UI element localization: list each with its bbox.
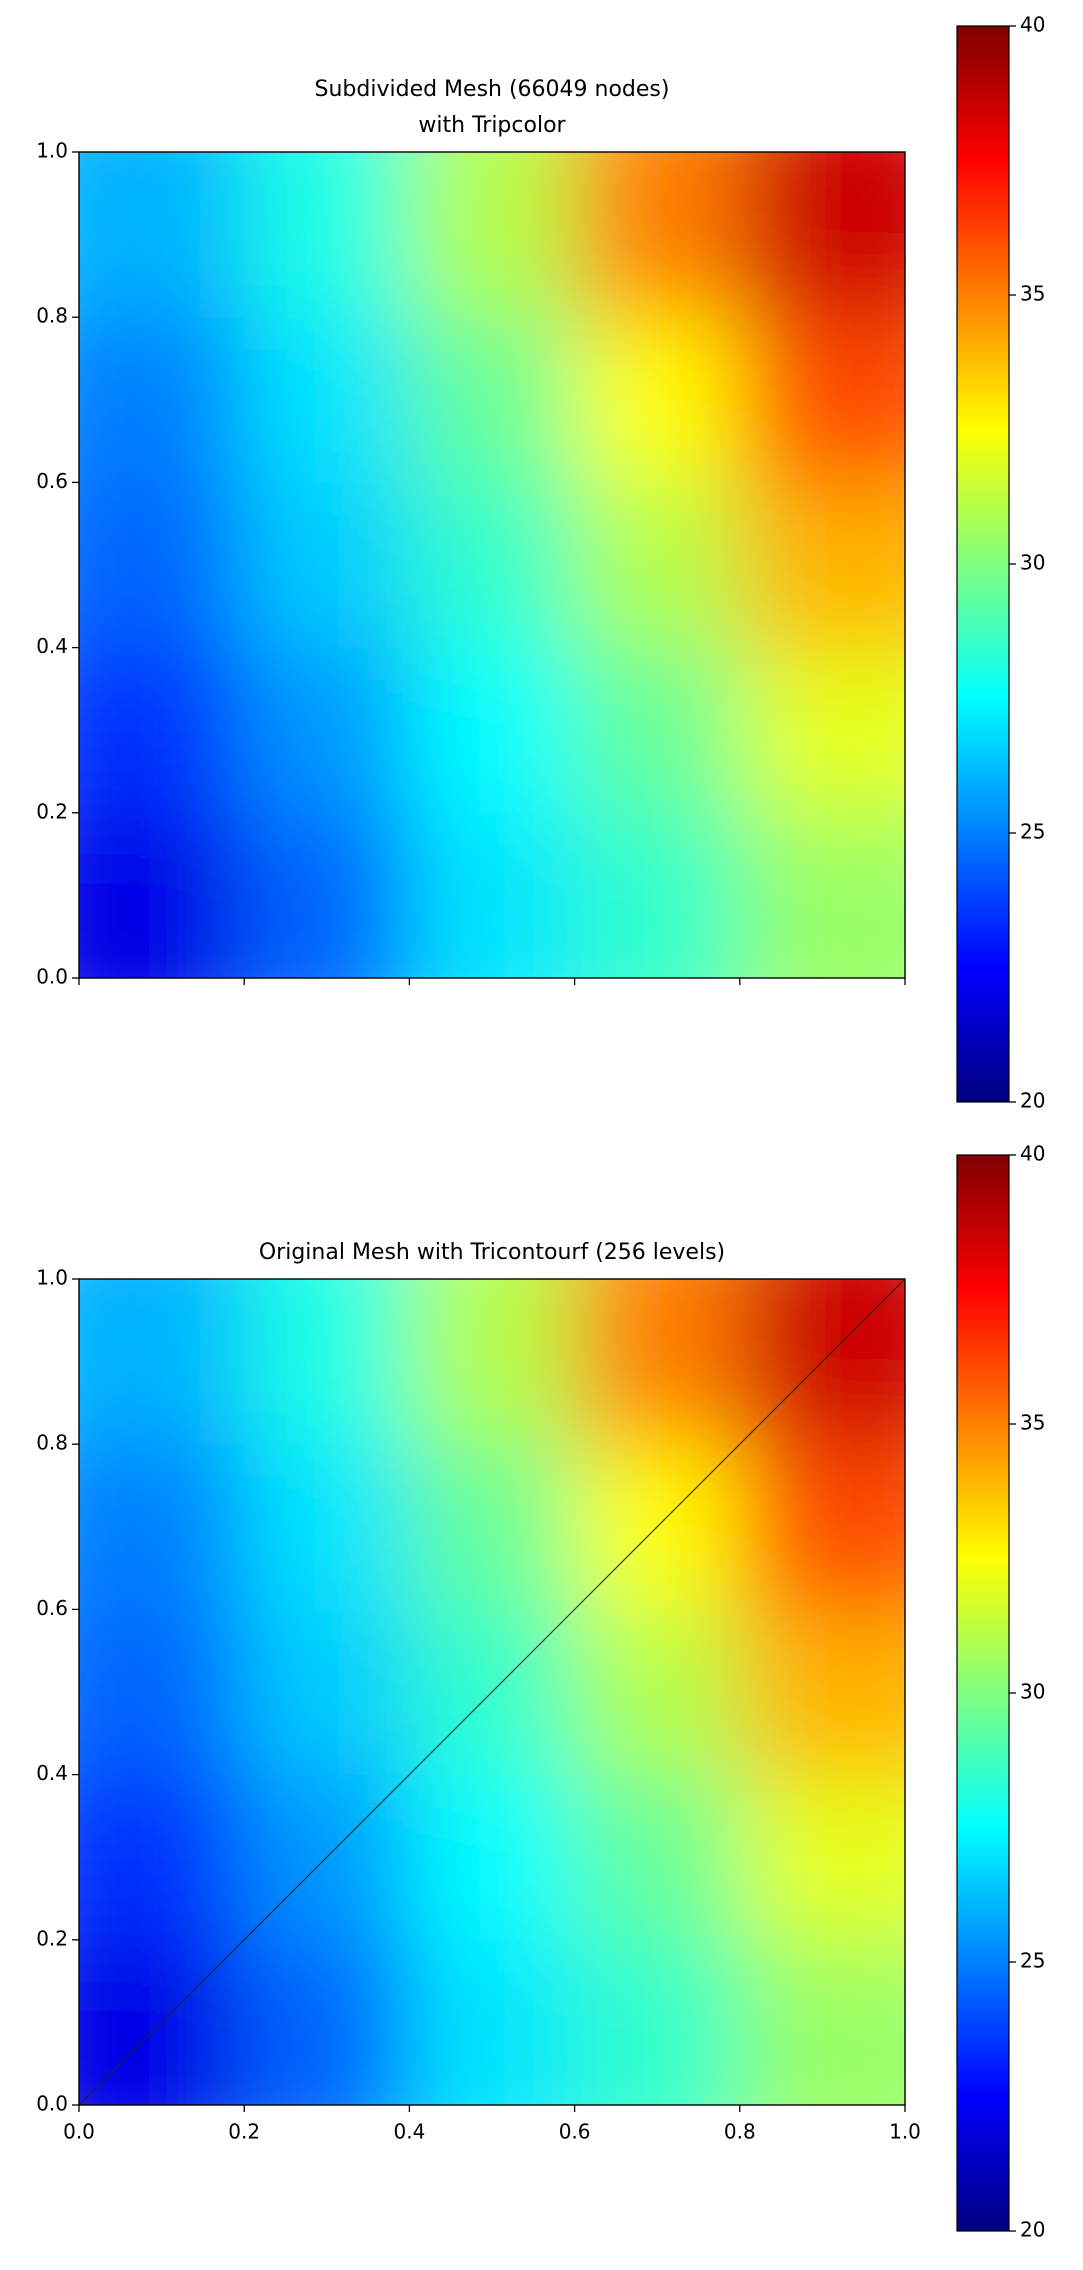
y-tick-label: 0.8 — [36, 1431, 68, 1455]
colorbar-tick-label: 25 — [1020, 1949, 1045, 1973]
heatmap-cell — [244, 1444, 410, 1610]
heatmap-cell — [409, 1444, 576, 1610]
heatmap-cell — [79, 1279, 245, 1445]
heatmap-cell — [574, 647, 741, 814]
chart-title: Subdivided Mesh (66049 nodes) — [315, 77, 670, 102]
heatmap-cell — [574, 152, 741, 318]
colorbar-tick-label: 40 — [1020, 1142, 1045, 1166]
colorbar-tick-label: 20 — [1020, 2218, 1045, 2242]
colorbar-tick-label: 35 — [1020, 282, 1045, 306]
heatmap-cell — [739, 812, 905, 978]
heatmap-cell — [739, 317, 905, 483]
y-tick-label: 1.0 — [36, 1266, 68, 1290]
heatmap-cell — [244, 1939, 410, 2105]
heatmap-cell — [739, 482, 905, 649]
y-tick-label: 0.8 — [36, 304, 68, 328]
heatmap-cell — [244, 812, 410, 978]
heatmap-cell — [244, 647, 410, 814]
axes-frame — [78, 151, 906, 979]
y-tick-label: 0.6 — [36, 1596, 68, 1620]
heatmap-cell — [79, 812, 245, 978]
heatmap-cell — [244, 482, 410, 649]
heatmap-cell — [739, 647, 905, 814]
colorbar-tick-label: 25 — [1020, 820, 1045, 844]
y-tick-label: 0.4 — [36, 1761, 68, 1785]
heatmap-cell — [409, 1279, 576, 1445]
heatmap-cell — [409, 317, 576, 483]
colorbar-tick-label: 30 — [1020, 551, 1045, 575]
x-tick-label: 0.8 — [724, 2120, 756, 2144]
heatmap-cell — [739, 1444, 905, 1610]
mesh-edge — [79, 1279, 905, 2105]
heatmap-cell — [79, 647, 245, 814]
y-tick-label: 0.4 — [36, 634, 68, 658]
y-tick-label: 0.2 — [36, 799, 68, 823]
colorbar — [956, 25, 1010, 1103]
heatmap-cell — [79, 482, 245, 649]
heatmap-cell — [409, 647, 576, 814]
heatmap-cell — [739, 1939, 905, 2105]
plot-area — [79, 152, 905, 978]
heatmap-cell — [409, 1774, 576, 1941]
heatmap-cell — [574, 317, 741, 483]
heatmap-cell — [244, 152, 410, 318]
heatmap-cell — [79, 1609, 245, 1776]
heatmap-cell — [574, 1774, 741, 1941]
x-tick-label: 0.4 — [393, 2120, 425, 2144]
heatmap-cell — [79, 152, 245, 318]
y-tick-label: 0.2 — [36, 1926, 68, 1950]
heatmap-cell — [79, 1774, 245, 1941]
heatmap-cell — [244, 317, 410, 483]
x-tick-label: 0.6 — [559, 2120, 591, 2144]
y-tick-label: 1.0 — [36, 139, 68, 163]
x-tick-label: 1.0 — [889, 2120, 921, 2144]
heatmap-cell — [244, 1279, 410, 1445]
heatmap-cell — [409, 1939, 576, 2105]
x-tick-label: 0.0 — [63, 2120, 95, 2144]
chart-title: with Tripcolor — [418, 113, 566, 138]
heatmap-cell — [574, 482, 741, 649]
heatmap-cell — [79, 1444, 245, 1610]
y-tick-label: 0.6 — [36, 469, 68, 493]
heatmap-cell — [574, 812, 741, 978]
heatmap-cell — [409, 482, 576, 649]
chart-title: Original Mesh with Tricontourf (256 leve… — [259, 1240, 725, 1265]
plot-area — [79, 1279, 905, 2105]
heatmap-cell — [79, 317, 245, 483]
heatmap-cell — [574, 1279, 741, 1445]
heatmap-cell — [739, 152, 905, 318]
heatmap-cell — [409, 812, 576, 978]
heatmap-cell — [739, 1609, 905, 1776]
heatmap-cell — [409, 152, 576, 318]
colorbar-tick-label: 35 — [1020, 1411, 1045, 1435]
colorbar-tick-label: 40 — [1020, 13, 1045, 37]
heatmap — [79, 152, 905, 978]
heatmap-cell — [244, 1609, 410, 1776]
x-tick-label: 0.2 — [228, 2120, 260, 2144]
axes-frame — [78, 1278, 906, 2106]
y-tick-label: 0.0 — [36, 965, 68, 989]
heatmap-cell — [574, 1609, 741, 1776]
heatmap-cell — [739, 1774, 905, 1941]
colorbar-tick-label: 30 — [1020, 1680, 1045, 1704]
colorbar — [956, 1154, 1010, 2232]
heatmap-cell — [574, 1939, 741, 2105]
colorbar-tick-label: 20 — [1020, 1089, 1045, 1113]
y-tick-label: 0.0 — [36, 2092, 68, 2116]
